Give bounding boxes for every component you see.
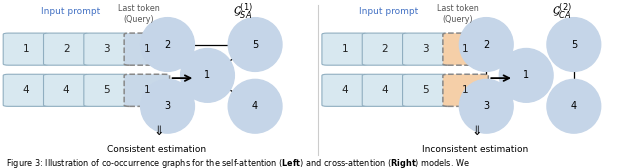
Text: 1: 1	[143, 85, 150, 95]
FancyBboxPatch shape	[44, 74, 89, 106]
Text: 4: 4	[571, 101, 577, 111]
Text: 4: 4	[22, 85, 29, 95]
Text: 5: 5	[422, 85, 429, 95]
FancyBboxPatch shape	[124, 33, 170, 65]
FancyBboxPatch shape	[322, 33, 367, 65]
Text: Inconsistent estimation: Inconsistent estimation	[422, 145, 529, 154]
Text: 3: 3	[483, 101, 490, 111]
Text: 1: 1	[143, 44, 150, 54]
Ellipse shape	[547, 79, 601, 133]
Text: 5: 5	[252, 39, 258, 50]
Ellipse shape	[547, 18, 601, 71]
Text: 2: 2	[164, 39, 171, 50]
Text: Last token
(Query): Last token (Query)	[436, 4, 479, 24]
Text: 4: 4	[381, 85, 388, 95]
Text: 5: 5	[571, 39, 577, 50]
Ellipse shape	[141, 18, 195, 71]
FancyBboxPatch shape	[403, 74, 448, 106]
FancyBboxPatch shape	[443, 74, 488, 106]
Text: Last token
(Query): Last token (Query)	[118, 4, 160, 24]
Text: $\mathcal{G}_{CA}^{(2)}$: $\mathcal{G}_{CA}^{(2)}$	[552, 2, 572, 22]
Ellipse shape	[228, 18, 282, 71]
FancyBboxPatch shape	[3, 74, 49, 106]
Ellipse shape	[460, 18, 513, 71]
FancyBboxPatch shape	[84, 74, 129, 106]
FancyBboxPatch shape	[362, 74, 408, 106]
Text: 1: 1	[204, 70, 211, 80]
Text: 3: 3	[422, 44, 429, 54]
FancyBboxPatch shape	[403, 33, 448, 65]
Text: Input prompt: Input prompt	[41, 7, 100, 16]
FancyBboxPatch shape	[84, 33, 129, 65]
Text: Input prompt: Input prompt	[360, 7, 419, 16]
Text: 2: 2	[63, 44, 70, 54]
Text: 1: 1	[523, 70, 529, 80]
Text: $\Downarrow$: $\Downarrow$	[150, 125, 163, 138]
Text: 2: 2	[381, 44, 388, 54]
Text: 1: 1	[22, 44, 29, 54]
FancyBboxPatch shape	[362, 33, 408, 65]
Text: Figure 3: Illustration of co-occurrence graphs for the self-attention ($\bf{Left: Figure 3: Illustration of co-occurrence …	[6, 157, 470, 168]
Ellipse shape	[460, 79, 513, 133]
Text: 4: 4	[63, 85, 70, 95]
Ellipse shape	[141, 79, 195, 133]
Ellipse shape	[180, 49, 234, 102]
FancyBboxPatch shape	[322, 74, 367, 106]
Text: Consistent estimation: Consistent estimation	[108, 145, 206, 154]
Text: $\Downarrow$: $\Downarrow$	[469, 125, 482, 138]
Text: 5: 5	[103, 85, 110, 95]
Text: 4: 4	[341, 85, 348, 95]
Text: 3: 3	[103, 44, 110, 54]
Text: $\mathcal{G}_{SA}^{(1)}$: $\mathcal{G}_{SA}^{(1)}$	[233, 2, 253, 22]
Ellipse shape	[499, 49, 553, 102]
FancyBboxPatch shape	[44, 33, 89, 65]
Text: 1: 1	[462, 44, 469, 54]
Text: 3: 3	[164, 101, 171, 111]
Text: 1: 1	[462, 85, 469, 95]
Text: 4: 4	[252, 101, 258, 111]
Text: 1: 1	[341, 44, 348, 54]
FancyBboxPatch shape	[3, 33, 49, 65]
Ellipse shape	[228, 79, 282, 133]
Text: 2: 2	[483, 39, 490, 50]
FancyBboxPatch shape	[443, 33, 488, 65]
FancyBboxPatch shape	[124, 74, 170, 106]
